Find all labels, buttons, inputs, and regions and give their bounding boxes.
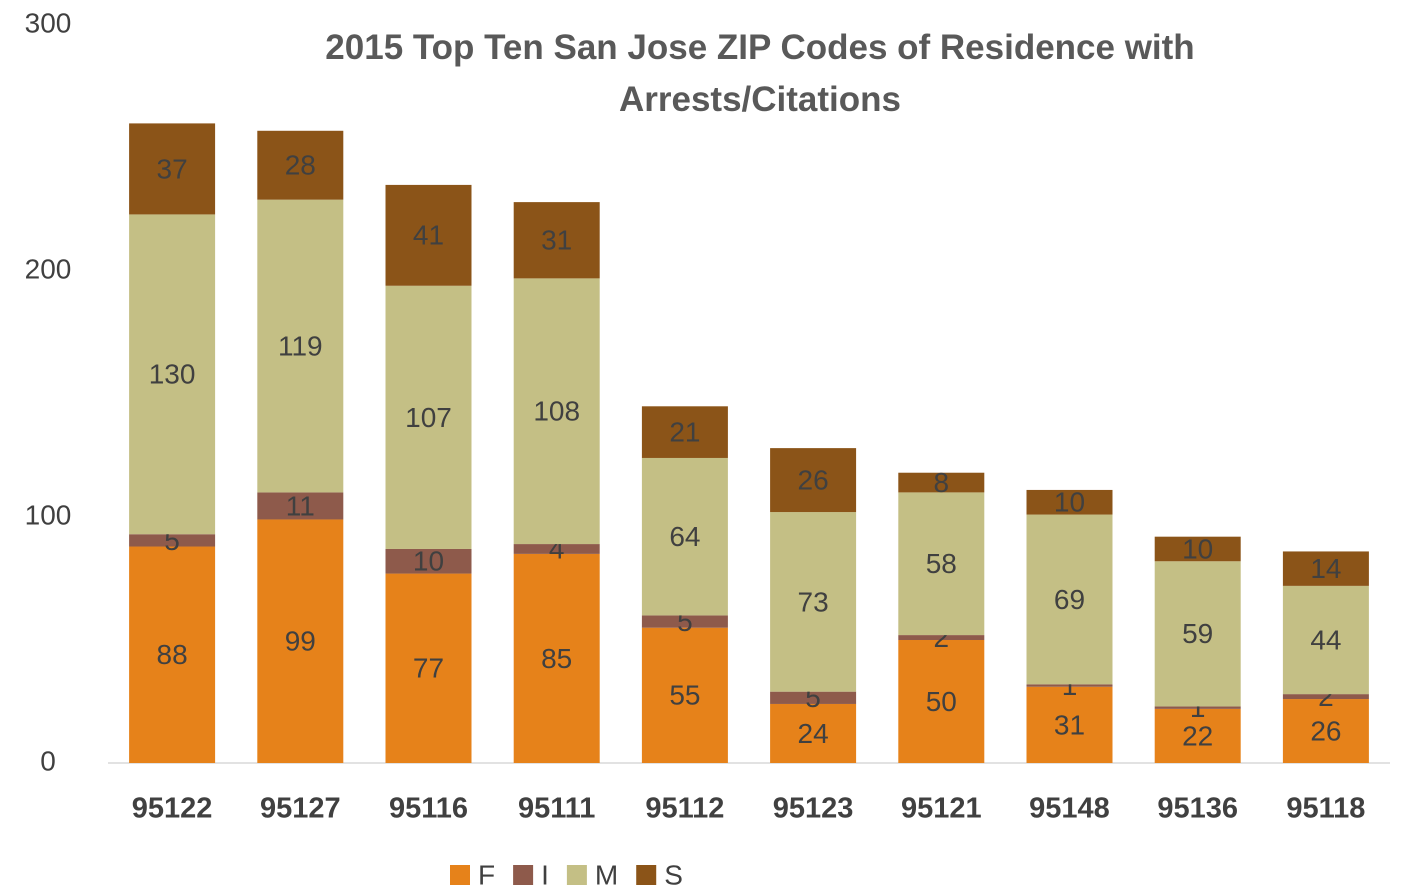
data-label: 11 <box>286 490 315 521</box>
data-label: 28 <box>285 150 316 181</box>
y-tick-label: 200 <box>25 253 72 284</box>
y-tick-label: 0 <box>40 745 56 776</box>
data-label: 119 <box>278 330 323 361</box>
x-tick-label: 95127 <box>260 793 341 825</box>
y-tick-label: 300 <box>25 7 72 38</box>
data-label: 22 <box>1182 720 1213 751</box>
x-tick-label: 95148 <box>1029 793 1110 825</box>
data-label: 88 <box>157 639 188 670</box>
x-tick-label: 95122 <box>132 793 213 825</box>
data-label: 26 <box>1310 715 1341 746</box>
x-tick-label: 95121 <box>901 793 982 825</box>
data-label: 44 <box>1310 624 1341 655</box>
chart-title: 2015 Top Ten San Jose ZIP Codes of Resid… <box>270 22 1250 126</box>
legend-swatch <box>513 865 533 885</box>
data-label: 31 <box>1054 709 1085 740</box>
data-label: 85 <box>541 643 572 674</box>
data-label: 58 <box>926 548 957 579</box>
data-label: 41 <box>413 220 444 251</box>
x-tick-label: 95112 <box>645 793 724 825</box>
x-tick-label: 95136 <box>1157 793 1238 825</box>
data-label: 50 <box>926 686 957 717</box>
data-label: 37 <box>157 153 188 184</box>
data-label: 24 <box>798 718 829 749</box>
data-label: 10 <box>1054 487 1085 518</box>
legend-swatch <box>567 865 587 885</box>
data-label: 130 <box>149 359 196 390</box>
legend-swatch <box>636 865 656 885</box>
legend-label: I <box>541 859 549 890</box>
data-label: 31 <box>541 225 572 256</box>
data-label: 21 <box>669 417 700 448</box>
data-label: 108 <box>533 396 580 427</box>
data-label: 69 <box>1054 584 1085 615</box>
x-tick-label: 95118 <box>1286 793 1365 825</box>
legend-label: S <box>664 859 683 890</box>
data-label: 77 <box>413 653 444 684</box>
data-label: 26 <box>798 464 829 495</box>
data-label: 64 <box>669 521 700 552</box>
legend-label: F <box>478 859 495 890</box>
data-label: 14 <box>1310 553 1341 584</box>
data-label: 107 <box>405 402 452 433</box>
data-label: 8 <box>934 467 950 498</box>
page: 0 100 200 300 95122 8 85 130 37 95127 99 11 119 28 951… <box>0 0 1405 892</box>
x-tick-label: 95111 <box>518 793 595 825</box>
data-label: 73 <box>798 586 829 617</box>
data-label: 55 <box>669 680 700 711</box>
y-tick-label: 100 <box>25 499 72 530</box>
data-label: 10 <box>413 546 444 577</box>
data-label: 10 <box>1182 533 1213 564</box>
data-label: 99 <box>285 626 316 657</box>
chart: 0 100 200 300 95122 8 85 130 37 95127 99 11 119 28 951… <box>0 0 1405 892</box>
legend-label: M <box>595 859 618 890</box>
legend-swatch <box>450 865 470 885</box>
x-tick-label: 95123 <box>773 793 854 825</box>
x-tick-label: 95116 <box>389 793 468 825</box>
data-label: 59 <box>1182 618 1213 649</box>
